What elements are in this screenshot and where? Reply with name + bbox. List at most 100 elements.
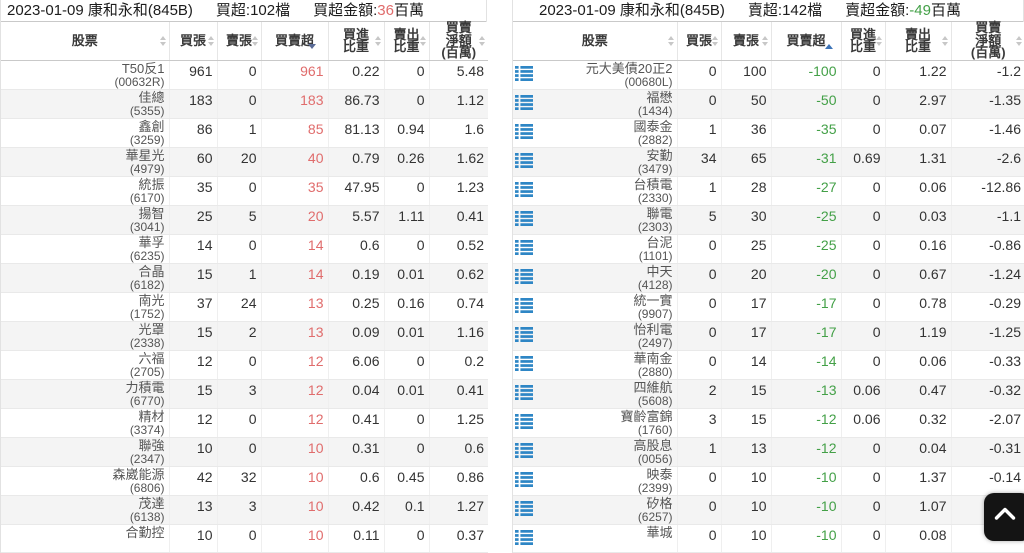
column-header-sell-lots[interactable]: 賣張 — [217, 22, 262, 61]
stock-row[interactable]: 統一實 (9907) 0 17 -17 0 0.78 -0.29 — [513, 292, 1024, 322]
stock-name-cell[interactable]: 合晶 (6182) — [1, 263, 170, 293]
list-icon[interactable] — [515, 124, 533, 139]
stock-name-cell[interactable]: T50反1 (00632R) — [1, 60, 170, 90]
stock-row[interactable]: 鑫創 (3259) 86 1 85 81.13 0.94 1.6 — [1, 118, 488, 148]
stock-name-cell[interactable]: 怡利電 (2497) — [513, 321, 678, 351]
list-icon[interactable] — [515, 66, 533, 81]
list-icon[interactable] — [515, 385, 533, 400]
stock-row[interactable]: 精材 (3374) 12 0 12 0.41 0 1.25 — [1, 408, 488, 438]
stock-name-cell[interactable]: 揚智 (3041) — [1, 205, 170, 235]
stock-name-cell[interactable]: 聯強 (2347) — [1, 437, 170, 467]
stock-name-cell[interactable]: 力積電 (6770) — [1, 379, 170, 409]
stock-row[interactable]: 聯強 (2347) 10 0 10 0.31 0 0.6 — [1, 437, 488, 467]
list-icon[interactable] — [515, 327, 533, 342]
column-header-sell-lots[interactable]: 賣張 — [721, 22, 772, 61]
stock-row[interactable]: 茂達 (6138) 13 3 10 0.42 0.1 1.27 — [1, 495, 488, 525]
column-header-sell-weight[interactable]: 賣出 比重 — [384, 22, 430, 61]
list-icon[interactable] — [515, 443, 533, 458]
list-icon[interactable] — [515, 211, 533, 226]
column-header-stock[interactable]: 股票 — [513, 22, 678, 61]
column-header-stock[interactable]: 股票 — [1, 22, 170, 61]
list-icon[interactable] — [515, 501, 533, 516]
stock-name-cell[interactable]: 聯電 (2303) — [513, 205, 678, 235]
stock-name-cell[interactable]: 光罩 (2338) — [1, 321, 170, 351]
list-icon[interactable] — [515, 530, 533, 545]
stock-name-cell[interactable]: 華星光 (4979) — [1, 147, 170, 177]
stock-row[interactable]: 台積電 (2330) 1 28 -27 0 0.06 -12.86 — [513, 176, 1024, 206]
list-icon[interactable] — [515, 414, 533, 429]
stock-name-cell[interactable]: 台泥 (1101) — [513, 234, 678, 264]
column-header-net-lots[interactable]: 買賣超 — [261, 22, 329, 61]
stock-row[interactable]: 統振 (6170) 35 0 35 47.95 0 1.23 — [1, 176, 488, 206]
stock-row[interactable]: 中天 (4128) 0 20 -20 0 0.67 -1.24 — [513, 263, 1024, 293]
list-icon[interactable] — [515, 356, 533, 371]
stock-name-cell[interactable]: 寶齡富錦 (1760) — [513, 408, 678, 438]
scroll-to-top-button[interactable] — [984, 493, 1024, 541]
stock-row[interactable]: 台泥 (1101) 0 25 -25 0 0.16 -0.86 — [513, 234, 1024, 264]
column-header-sell-weight[interactable]: 賣出 比重 — [885, 22, 952, 61]
list-icon[interactable] — [515, 472, 533, 487]
stock-row[interactable]: 矽格(6257) 0 10 -10 0 1.07 -0.5 — [513, 495, 1024, 525]
stock-row[interactable]: 怡利電 (2497) 0 17 -17 0 1.19 -1.25 — [513, 321, 1024, 351]
stock-name-cell[interactable]: 華孚 (6235) — [1, 234, 170, 264]
stock-name-cell[interactable]: 四維航 (5608) — [513, 379, 678, 409]
stock-row[interactable]: 合勤控 10 0 10 0.11 0 0.37 — [1, 524, 488, 553]
stock-name-cell[interactable]: 國泰金 (2882) — [513, 118, 678, 148]
stock-row[interactable]: 光罩 (2338) 15 2 13 0.09 0.01 1.16 — [1, 321, 488, 351]
stock-row[interactable]: 寶齡富錦 (1760) 3 15 -12 0.06 0.32 -2.07 — [513, 408, 1024, 438]
list-icon[interactable] — [515, 153, 533, 168]
stock-row[interactable]: 映泰 (2399) 0 10 -10 0 1.37 -0.14 — [513, 466, 1024, 496]
stock-row[interactable]: 佳總 (5355) 183 0 183 86.73 0 1.12 — [1, 89, 488, 119]
stock-row[interactable]: 聯電 (2303) 5 30 -25 0 0.03 -1.1 — [513, 205, 1024, 235]
stock-name-cell[interactable]: 六福 (2705) — [1, 350, 170, 380]
column-header-net-amount[interactable]: 買賣 淨額 (百萬) — [429, 22, 488, 61]
stock-name-cell[interactable]: 統振 (6170) — [1, 176, 170, 206]
list-icon[interactable] — [515, 182, 533, 197]
list-icon[interactable] — [515, 298, 533, 313]
stock-name-cell[interactable]: 南光 (1752) — [1, 292, 170, 322]
stock-row[interactable]: 國泰金 (2882) 1 36 -35 0 0.07 -1.46 — [513, 118, 1024, 148]
stock-name-cell[interactable]: 元大美債20正2 (00680L) — [513, 60, 678, 90]
stock-name-cell[interactable]: 精材 (3374) — [1, 408, 170, 438]
stock-name-cell[interactable]: 華城 — [513, 524, 678, 553]
stock-row[interactable]: 合晶 (6182) 15 1 14 0.19 0.01 0.62 — [1, 263, 488, 293]
column-header-net-amount[interactable]: 買賣 淨額 (百萬) — [951, 22, 1024, 61]
stock-row[interactable]: 福懋 (1434) 0 50 -50 0 2.97 -1.35 — [513, 89, 1024, 119]
stock-name-cell[interactable]: 映泰 (2399) — [513, 466, 678, 496]
stock-row[interactable]: 華孚 (6235) 14 0 14 0.6 0 0.52 — [1, 234, 488, 264]
stock-name-cell[interactable]: 合勤控 — [1, 524, 170, 553]
stock-row[interactable]: 森崴能源 (6806) 42 32 10 0.6 0.45 0.86 — [1, 466, 488, 496]
stock-row[interactable]: T50反1 (00632R) 961 0 961 0.22 0 5.48 — [1, 60, 488, 90]
column-header-buy-lots[interactable]: 買張 — [169, 22, 218, 61]
stock-name-cell[interactable]: 鑫創 (3259) — [1, 118, 170, 148]
stock-row[interactable]: 高股息 (0056) 1 13 -12 0 0.04 -0.31 — [513, 437, 1024, 467]
stock-row[interactable]: 南光 (1752) 37 24 13 0.25 0.16 0.74 — [1, 292, 488, 322]
column-header-buy-lots[interactable]: 買張 — [677, 22, 722, 61]
column-header-net-lots[interactable]: 買賣超 — [771, 22, 842, 61]
stock-name-cell[interactable]: 安勤 (3479) — [513, 147, 678, 177]
stock-row[interactable]: 六福 (2705) 12 0 12 6.06 0 0.2 — [1, 350, 488, 380]
stock-name-cell[interactable]: 森崴能源 (6806) — [1, 466, 170, 496]
stock-name-cell[interactable]: 高股息 (0056) — [513, 437, 678, 467]
column-header-buy-weight[interactable]: 買進 比重 — [841, 22, 886, 61]
list-icon[interactable] — [515, 269, 533, 284]
stock-row[interactable]: 四維航 (5608) 2 15 -13 0.06 0.47 -0.32 — [513, 379, 1024, 409]
stock-row[interactable]: 華星光 (4979) 60 20 40 0.79 0.26 1.62 — [1, 147, 488, 177]
stock-row[interactable]: 安勤 (3479) 34 65 -31 0.69 1.31 -2.6 — [513, 147, 1024, 177]
list-icon[interactable] — [515, 95, 533, 110]
stock-name-cell[interactable]: 矽格 (6257) — [513, 495, 678, 525]
stock-name-cell[interactable]: 中天 (4128) — [513, 263, 678, 293]
stock-row[interactable]: 華南金 (2880) 0 14 -14 0 0.06 -0.33 — [513, 350, 1024, 380]
stock-name-cell[interactable]: 統一實 (9907) — [513, 292, 678, 322]
stock-row[interactable]: 華城 0 10 -10 0 0.08 -0.1 — [513, 524, 1024, 553]
stock-name-cell[interactable]: 福懋 (1434) — [513, 89, 678, 119]
list-icon[interactable] — [515, 240, 533, 255]
stock-row[interactable]: 力積電 (6770) 15 3 12 0.04 0.01 0.41 — [1, 379, 488, 409]
stock-name-cell[interactable]: 佳總 (5355) — [1, 89, 170, 119]
stock-name-cell[interactable]: 台積電 (2330) — [513, 176, 678, 206]
stock-row[interactable]: 元大美債20正2 (00680L) 0 100 -100 0 1.22 -1.2 — [513, 60, 1024, 90]
stock-name-cell[interactable]: 茂達 (6138) — [1, 495, 170, 525]
column-header-buy-weight[interactable]: 買進 比重 — [328, 22, 385, 61]
stock-name-cell[interactable]: 華南金 (2880) — [513, 350, 678, 380]
stock-row[interactable]: 揚智 (3041) 25 5 20 5.57 1.11 0.41 — [1, 205, 488, 235]
